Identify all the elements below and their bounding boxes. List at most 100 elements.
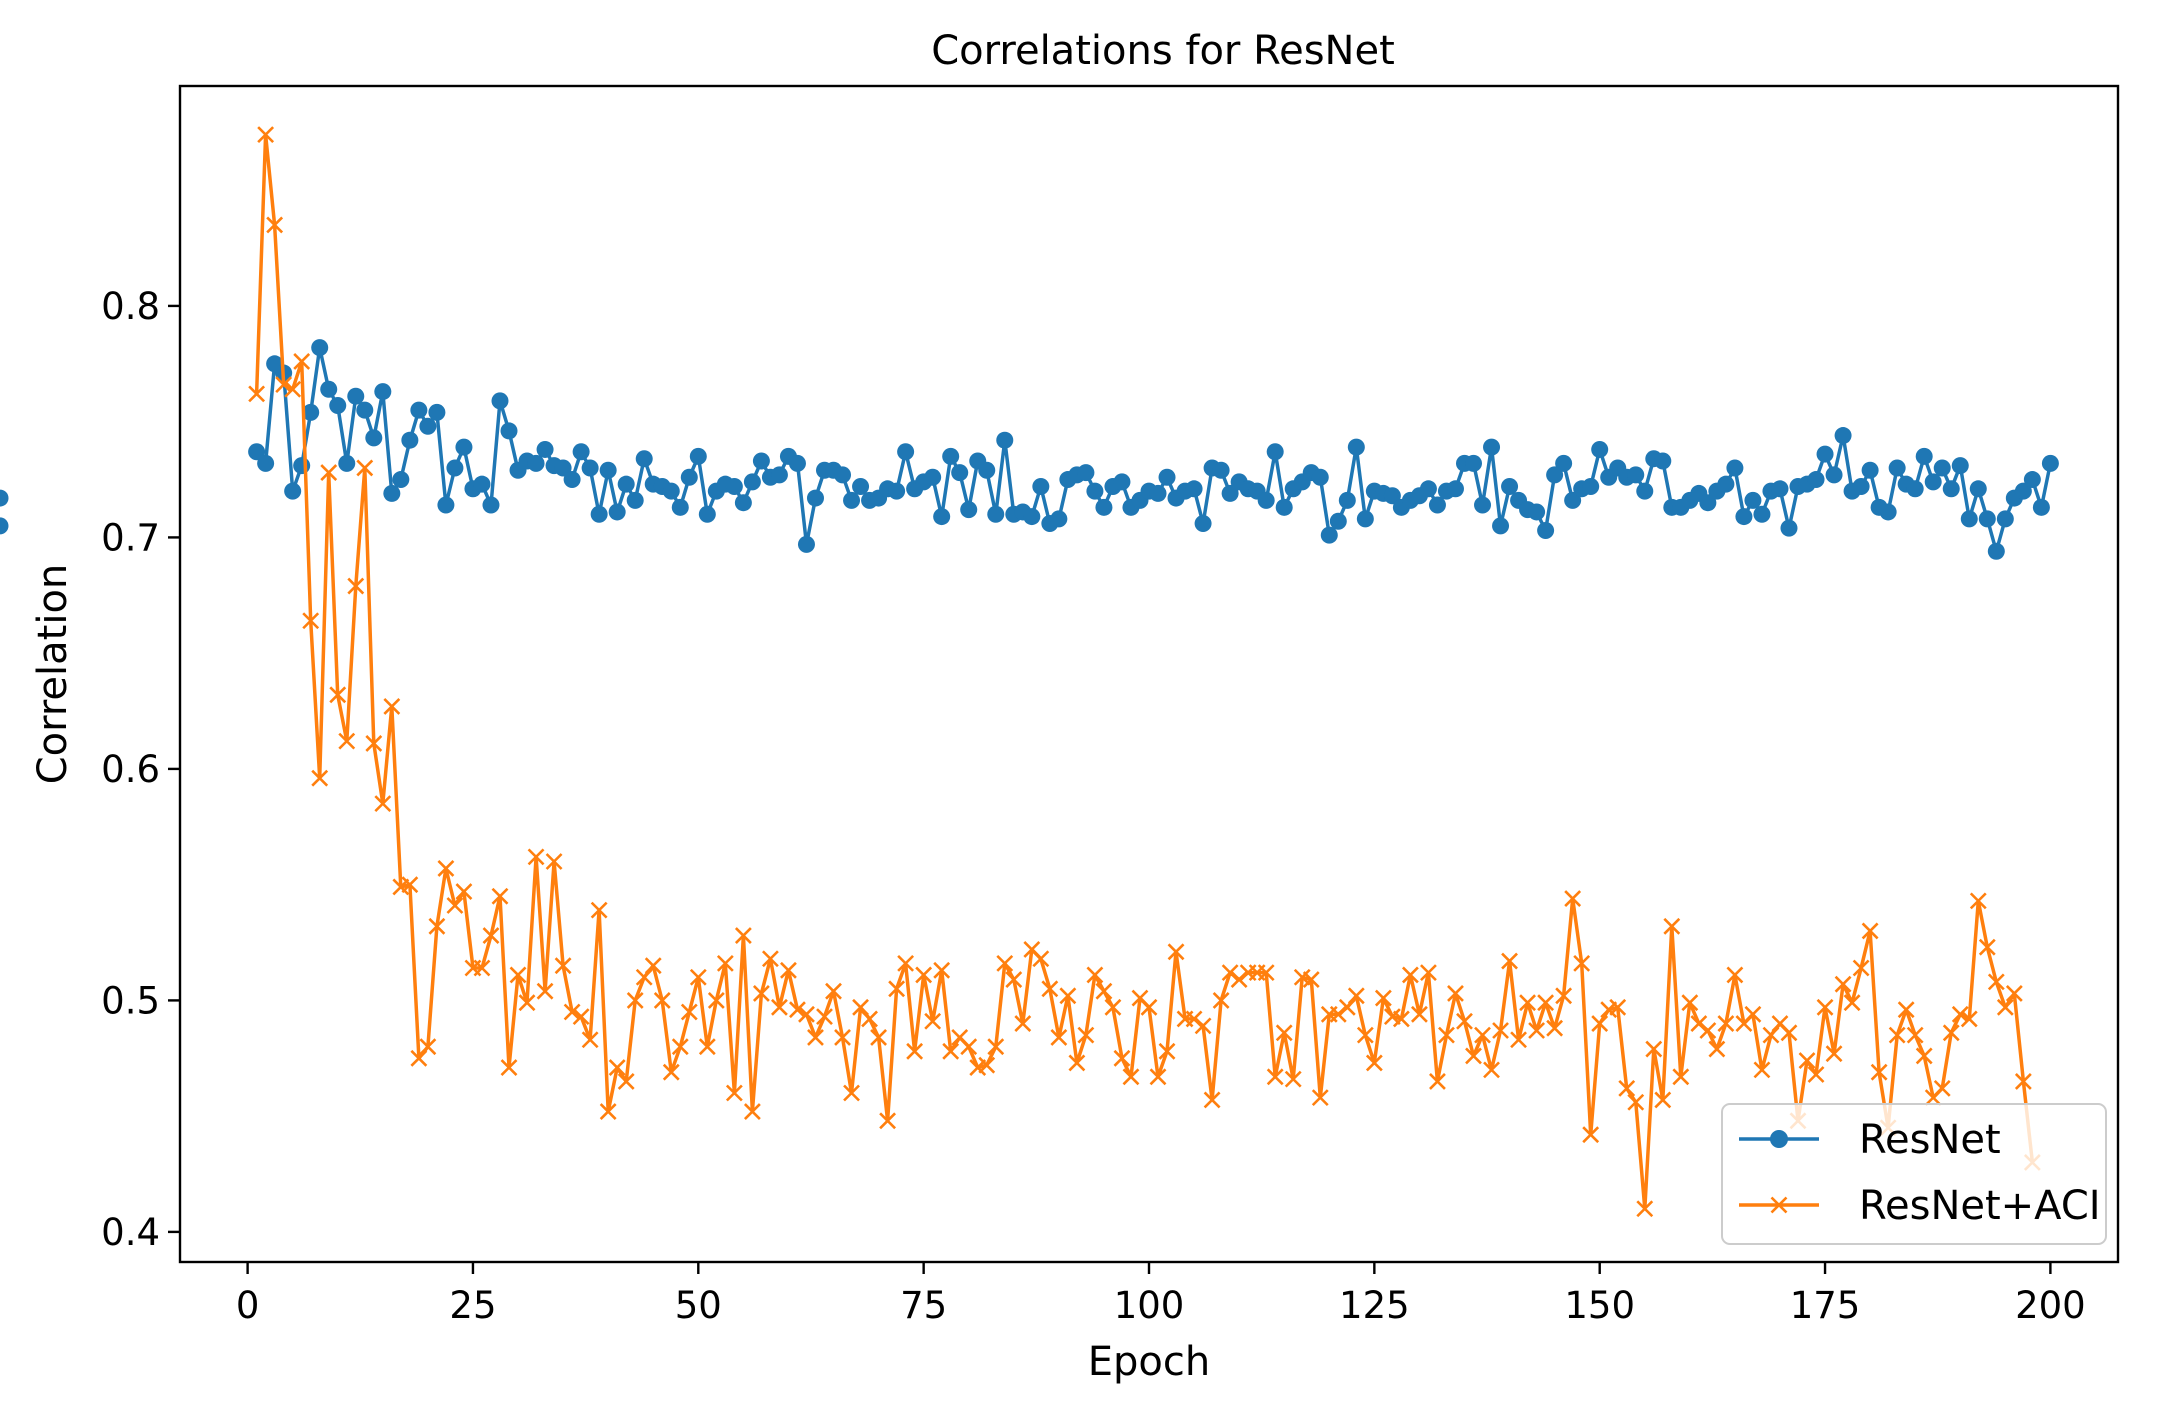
data-point bbox=[1861, 461, 1879, 479]
data-point bbox=[1419, 480, 1437, 498]
data-point bbox=[1095, 982, 1113, 1000]
legend-label-resnet-aci: ResNet+ACI bbox=[1859, 1183, 2101, 1229]
data-point bbox=[302, 612, 320, 630]
data-point bbox=[554, 957, 572, 975]
data-point bbox=[365, 429, 383, 447]
data-point bbox=[1266, 1068, 1284, 1086]
data-point bbox=[428, 917, 446, 935]
x-tick-label: 25 bbox=[449, 1284, 496, 1327]
data-point bbox=[1663, 917, 1681, 935]
data-point bbox=[1753, 1061, 1771, 1079]
data-point bbox=[1861, 922, 1879, 940]
data-point bbox=[2023, 471, 2041, 489]
data-point bbox=[644, 957, 662, 975]
data-point bbox=[1546, 466, 1564, 484]
data-point bbox=[257, 454, 275, 472]
data-point bbox=[1392, 1010, 1410, 1028]
data-point bbox=[1356, 1026, 1374, 1044]
data-point bbox=[1068, 1054, 1086, 1072]
data-point bbox=[1474, 1026, 1491, 1044]
data-point bbox=[383, 697, 401, 715]
data-point bbox=[1050, 510, 1068, 528]
data-point bbox=[1969, 480, 1987, 498]
data-point bbox=[1167, 943, 1185, 961]
data-point bbox=[1113, 1049, 1131, 1067]
data-point bbox=[707, 991, 725, 1009]
x-tick-label: 0 bbox=[236, 1284, 260, 1327]
data-point bbox=[455, 883, 473, 901]
data-point bbox=[500, 422, 518, 440]
data-point bbox=[455, 438, 473, 456]
data-point bbox=[789, 1001, 806, 1019]
data-point bbox=[1978, 938, 1996, 956]
data-point bbox=[1302, 971, 1320, 988]
data-point bbox=[527, 848, 545, 866]
data-point bbox=[284, 380, 302, 398]
data-point bbox=[581, 459, 599, 477]
data-point bbox=[1960, 1010, 1978, 1028]
data-point bbox=[771, 998, 788, 1016]
data-point bbox=[572, 1008, 590, 1026]
data-point bbox=[1807, 471, 1825, 489]
data-point bbox=[338, 732, 356, 750]
data-point bbox=[2014, 1073, 2032, 1090]
data-point bbox=[536, 982, 554, 1000]
x-tick-label: 150 bbox=[1564, 1284, 1635, 1327]
data-point bbox=[1158, 468, 1176, 486]
x-tick-label: 200 bbox=[2015, 1284, 2086, 1327]
data-point bbox=[1852, 959, 1870, 977]
data-point bbox=[1194, 1017, 1212, 1035]
data-point bbox=[1338, 998, 1356, 1016]
data-point bbox=[1942, 1024, 1960, 1042]
data-point bbox=[554, 459, 572, 477]
data-point bbox=[1627, 1093, 1645, 1111]
legend-marker-resnet-aci bbox=[1770, 1196, 1788, 1214]
data-point bbox=[2032, 498, 2050, 516]
data-point bbox=[734, 494, 752, 512]
data-point bbox=[924, 468, 942, 486]
data-point bbox=[347, 387, 365, 405]
plot-frame bbox=[178, 84, 2120, 1264]
data-point bbox=[680, 1003, 698, 1021]
data-point bbox=[473, 959, 491, 977]
data-point bbox=[419, 417, 437, 435]
data-point bbox=[1690, 1015, 1708, 1032]
data-point bbox=[698, 1038, 716, 1056]
data-point bbox=[807, 1029, 824, 1046]
data-point bbox=[1915, 447, 1933, 465]
data-point bbox=[870, 1029, 888, 1046]
data-point bbox=[1212, 461, 1230, 479]
data-point bbox=[933, 961, 951, 979]
data-point bbox=[752, 985, 770, 1002]
data-point bbox=[401, 876, 419, 894]
data-point bbox=[1347, 987, 1365, 1005]
data-point bbox=[834, 1029, 851, 1046]
data-point bbox=[1149, 484, 1167, 502]
data-point bbox=[482, 927, 500, 945]
data-point bbox=[446, 897, 464, 914]
data-point bbox=[951, 464, 969, 482]
data-point bbox=[752, 452, 770, 470]
data-point bbox=[1149, 1068, 1167, 1086]
data-point bbox=[599, 461, 617, 479]
data-point bbox=[527, 454, 545, 472]
data-point bbox=[1852, 477, 1870, 495]
data-point bbox=[1122, 1068, 1140, 1086]
data-point bbox=[491, 392, 509, 410]
data-point bbox=[1257, 491, 1275, 509]
data-point bbox=[942, 447, 960, 465]
data-point bbox=[545, 853, 563, 870]
data-point bbox=[1870, 1063, 1888, 1081]
data-point bbox=[662, 1063, 680, 1081]
data-point bbox=[2041, 454, 2059, 472]
data-point bbox=[635, 968, 653, 986]
data-point bbox=[1672, 1068, 1690, 1086]
data-point bbox=[1825, 1045, 1843, 1063]
data-point bbox=[1275, 1024, 1293, 1042]
data-point bbox=[1411, 1005, 1428, 1023]
legend-x-marker bbox=[1770, 1196, 1788, 1214]
data-point bbox=[1086, 966, 1104, 984]
data-point bbox=[1059, 987, 1077, 1005]
data-point bbox=[725, 1084, 743, 1102]
